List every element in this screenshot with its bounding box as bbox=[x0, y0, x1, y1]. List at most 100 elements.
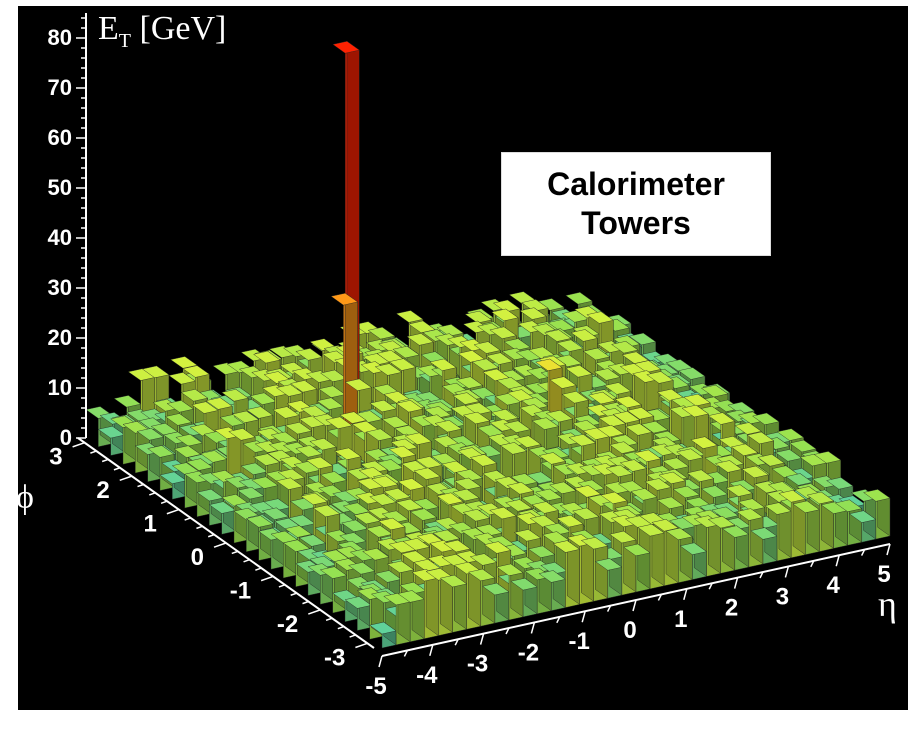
plot-frame: 0 10 20 30 40 50 60 70 80 -5 -4 -3 -2 -1 0 1 2 3 4 5 -3 -2 -1 0… bbox=[18, 6, 908, 710]
tower-top bbox=[434, 420, 463, 433]
tower-top bbox=[254, 440, 283, 453]
tower-top bbox=[325, 416, 353, 429]
tower-top bbox=[633, 449, 662, 463]
tower-top bbox=[531, 501, 559, 514]
tower-top bbox=[588, 391, 616, 405]
tower-top bbox=[381, 415, 410, 429]
tower-top bbox=[789, 439, 817, 453]
tower-top bbox=[424, 406, 452, 419]
tower-top bbox=[275, 477, 304, 490]
tower-top bbox=[305, 456, 334, 470]
eta-tick-label: 3 bbox=[776, 583, 789, 610]
tower-top bbox=[603, 382, 632, 395]
tower-top bbox=[200, 450, 228, 463]
tower-top bbox=[427, 554, 455, 568]
tower-top bbox=[406, 333, 434, 346]
tower-top bbox=[665, 527, 693, 541]
tower-top bbox=[397, 590, 425, 603]
tower-top bbox=[552, 540, 581, 553]
phi-axis-title: ϕ bbox=[18, 479, 34, 516]
tower-top bbox=[644, 478, 672, 491]
tower-top bbox=[612, 335, 641, 348]
eta-tick-label: -1 bbox=[569, 628, 590, 655]
tower-top bbox=[238, 477, 267, 491]
tower-top bbox=[231, 410, 260, 424]
tower-top bbox=[757, 454, 785, 467]
tower-top bbox=[737, 411, 766, 425]
tower-top bbox=[669, 405, 697, 418]
tower-top bbox=[690, 436, 718, 449]
tower-top bbox=[609, 530, 637, 544]
phi-minor-tick bbox=[90, 450, 97, 454]
tower-top bbox=[249, 392, 277, 405]
tower-grid bbox=[85, 40, 891, 649]
eta-minor-tick bbox=[759, 571, 764, 579]
tower-top bbox=[573, 485, 602, 498]
tower-top bbox=[475, 523, 503, 537]
phi-tick-label: -1 bbox=[230, 577, 251, 604]
tower-top bbox=[593, 368, 621, 381]
eta-minor-tick bbox=[733, 577, 739, 589]
tower-top bbox=[205, 397, 233, 410]
tower-top bbox=[253, 350, 281, 364]
tower-top bbox=[365, 428, 394, 441]
phi-minor-tick bbox=[184, 517, 191, 521]
tower-top bbox=[611, 341, 639, 354]
eta-tick-label: -2 bbox=[518, 639, 539, 666]
tower-top bbox=[413, 467, 441, 480]
tower-top bbox=[544, 329, 572, 342]
tower-top bbox=[164, 413, 193, 426]
eta-minor-tick bbox=[708, 582, 713, 590]
tower-top bbox=[725, 484, 753, 497]
tower-top bbox=[175, 434, 203, 447]
tower-top bbox=[356, 477, 385, 490]
eta-minor-tick bbox=[632, 599, 637, 612]
annotation-line-1: Calorimeter bbox=[547, 165, 725, 202]
tower-top bbox=[453, 477, 482, 491]
tower-top bbox=[362, 548, 390, 561]
eta-tick-label: 2 bbox=[725, 595, 738, 622]
tower-top bbox=[136, 428, 165, 441]
tower-top bbox=[538, 570, 566, 583]
tower-top bbox=[235, 501, 263, 515]
tower-top bbox=[730, 443, 759, 457]
tower-top bbox=[834, 499, 863, 512]
tower-top bbox=[429, 540, 457, 553]
tower-top bbox=[598, 414, 627, 428]
tower-top bbox=[736, 508, 764, 521]
tower-top bbox=[700, 384, 729, 398]
phi-minor-tick bbox=[101, 458, 109, 463]
tower-top bbox=[596, 340, 625, 353]
z-tick-label: 70 bbox=[48, 75, 72, 100]
tower-top bbox=[503, 338, 531, 351]
tower-top bbox=[374, 363, 403, 376]
eta-minor-tick bbox=[403, 650, 409, 657]
tower-top bbox=[298, 415, 327, 428]
tower-top bbox=[863, 489, 891, 502]
tower-top bbox=[268, 345, 297, 358]
tower-top bbox=[166, 400, 195, 413]
tower-top bbox=[499, 442, 528, 455]
phi-minor-tick bbox=[137, 483, 144, 488]
phi-minor-tick bbox=[196, 525, 203, 530]
tower-top bbox=[228, 428, 256, 441]
phi-minor-tick bbox=[325, 617, 333, 622]
z-tick-label: 60 bbox=[48, 125, 72, 150]
tower-top bbox=[196, 488, 224, 502]
tower-top bbox=[662, 457, 690, 470]
tower-top bbox=[535, 358, 563, 372]
tower-top bbox=[388, 540, 417, 554]
tower-top bbox=[141, 365, 170, 379]
tower-top bbox=[492, 299, 521, 313]
eta-minor-tick bbox=[886, 543, 891, 556]
tower-top bbox=[429, 358, 457, 371]
tower-top bbox=[353, 511, 381, 525]
tower-top bbox=[270, 431, 299, 445]
tower-top bbox=[483, 541, 512, 554]
tower-top bbox=[605, 464, 634, 478]
tower-top bbox=[752, 412, 780, 426]
tower-top bbox=[127, 368, 156, 381]
tower-top bbox=[371, 475, 399, 488]
tower-top bbox=[339, 411, 367, 424]
phi-minor-tick bbox=[302, 600, 309, 605]
